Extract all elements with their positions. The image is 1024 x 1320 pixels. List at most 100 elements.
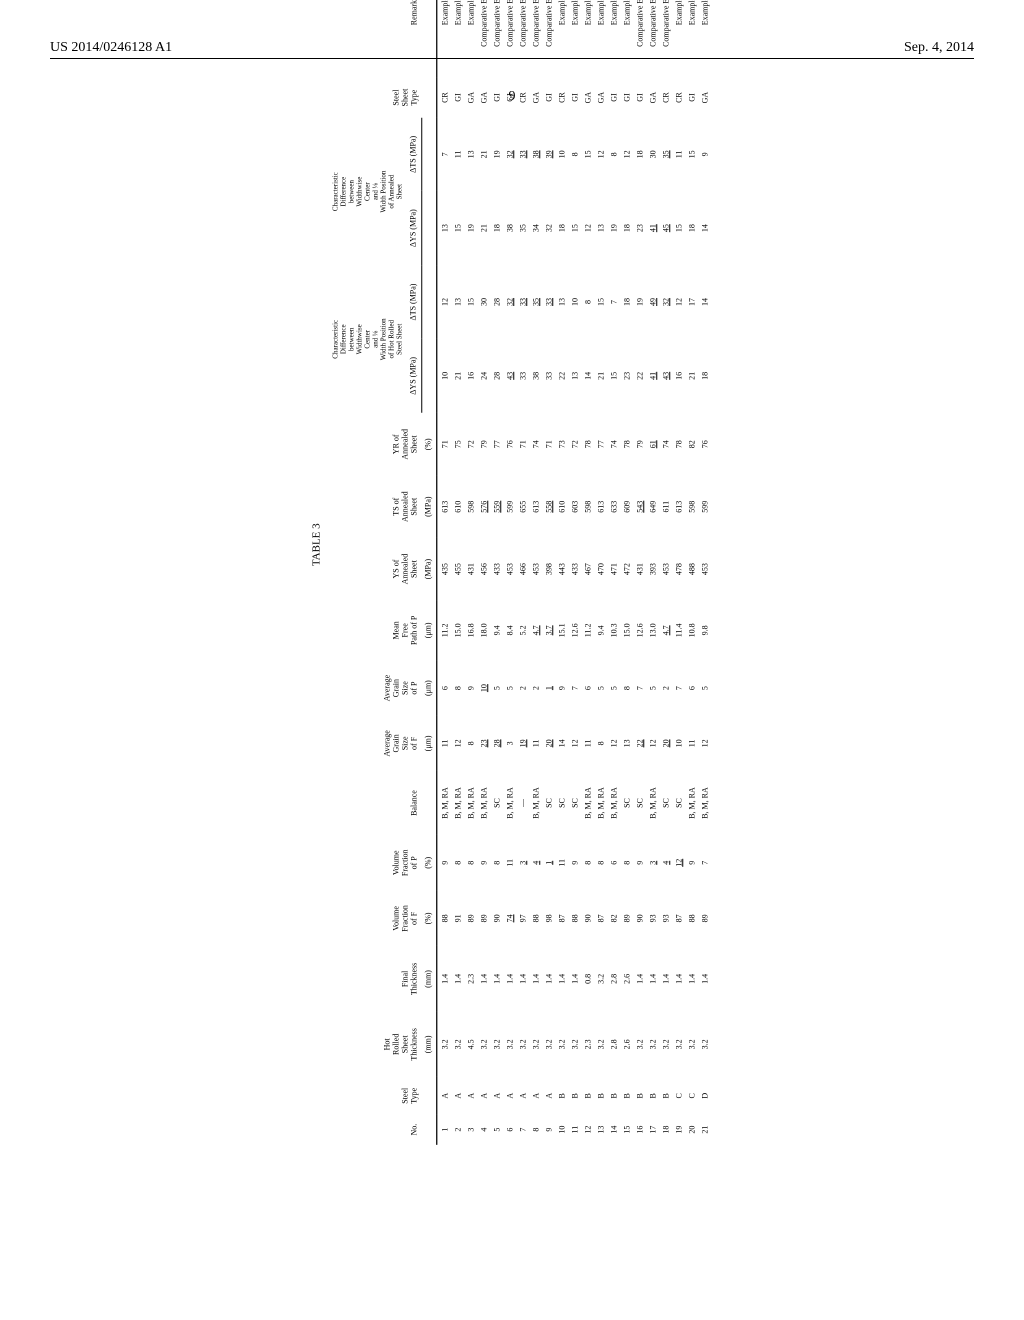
unit-pct1: (%)	[422, 891, 437, 947]
table-cell: 3.2	[476, 1012, 489, 1077]
table-cell: 3	[463, 1114, 476, 1144]
table-cell: 15.1	[554, 600, 567, 660]
table-cell: 2.8	[606, 946, 619, 1011]
table-cell: B, M, RA	[476, 771, 489, 835]
table-cell: 3.2	[632, 1012, 645, 1077]
table-cell: 8	[606, 118, 619, 191]
col-ys: YS ofAnnealedSheet	[330, 538, 422, 600]
table-cell: 10	[567, 265, 580, 338]
table-cell: 19	[606, 191, 619, 266]
table-cell: 12	[436, 265, 450, 338]
unit-mm1: (mm)	[422, 1012, 437, 1077]
table-cell: A	[502, 1077, 515, 1114]
table-cell: B	[606, 1077, 619, 1114]
table-row: 5A3.21.4908SC2859.44335597728281819GICom…	[489, 0, 502, 1145]
table-cell: Example	[567, 0, 580, 77]
table-cell: 8	[528, 1114, 541, 1144]
table-cell: 71	[515, 413, 528, 475]
table-cell: 6	[436, 660, 450, 715]
table-cell: 613	[528, 475, 541, 537]
col-steel: SteelType	[330, 1077, 422, 1114]
table-cell: A	[463, 1077, 476, 1114]
table-cell: 7	[632, 660, 645, 715]
table-cell: Example	[450, 0, 463, 77]
col-ts: TS ofAnnealedSheet	[330, 475, 422, 537]
table-cell: 12	[580, 191, 593, 266]
table-cell: 23	[632, 191, 645, 266]
table-cell: GI	[606, 77, 619, 117]
table-cell: 3.2	[450, 1012, 463, 1077]
table-row: 14B2.82.8826B, M, RA12510.34716337415719…	[606, 0, 619, 1145]
table-cell: 4	[476, 1114, 489, 1144]
table-cell: 13	[463, 118, 476, 191]
table-cell: B, M, RA	[436, 771, 450, 835]
table-cell: 603	[567, 475, 580, 537]
table-cell: B, M, RA	[450, 771, 463, 835]
col-yr: YR ofAnnealedSheet	[330, 413, 422, 475]
col-dts2: ΔTS (MPa)	[407, 118, 422, 191]
table-cell: CR	[436, 77, 450, 117]
table-cell: B	[632, 1077, 645, 1114]
table-cell: B	[580, 1077, 593, 1114]
table-cell: 6	[606, 835, 619, 891]
table-cell: 11	[567, 1114, 580, 1144]
table-cell: 71	[436, 413, 450, 475]
table-cell: 28	[489, 339, 502, 414]
table-cell: 12	[606, 716, 619, 771]
table-cell: 8	[619, 835, 632, 891]
table-cell: 4.7	[528, 600, 541, 660]
table-cell: Example	[580, 0, 593, 77]
table-cell: 3.2	[541, 1012, 554, 1077]
table-cell: 35	[658, 118, 671, 191]
table-cell: 20	[658, 716, 671, 771]
table-cell: 16	[671, 339, 684, 414]
table-cell: 2	[515, 660, 528, 715]
table-cell: B, M, RA	[684, 771, 697, 835]
table-cell: 2	[528, 660, 541, 715]
table-row: 9A3.21.4981SC2013.73985587133333239GICom…	[541, 0, 554, 1145]
col-final: FinalThickness	[330, 946, 422, 1011]
table-cell: Example	[606, 0, 619, 77]
unit-mm2: (mm)	[422, 946, 437, 1011]
table-cell: GI	[502, 77, 515, 117]
table-cell: 18	[697, 339, 710, 414]
table-cell: 453	[528, 538, 541, 600]
table-cell: A	[528, 1077, 541, 1114]
table-cell: 6	[580, 660, 593, 715]
doc-id: US 2014/0246128 A1	[50, 40, 172, 56]
table-cell: A	[515, 1077, 528, 1114]
table-cell: 2.3	[580, 1012, 593, 1077]
table-cell: 9	[632, 835, 645, 891]
table-cell: 38	[528, 118, 541, 191]
unit-mpa2: (MPa)	[422, 475, 437, 537]
table-cell: 488	[684, 538, 697, 600]
table-cell: 8	[567, 118, 580, 191]
table-cell: 87	[593, 891, 606, 947]
table-cell: 23	[619, 339, 632, 414]
table-cell: 15	[606, 339, 619, 414]
table-cell: 10	[554, 1114, 567, 1144]
table-cell: 76	[502, 413, 515, 475]
table-cell: 5	[645, 660, 658, 715]
table-cell: 13.0	[645, 600, 658, 660]
table-row: 12B2.30.8908B, M, RA11611.24675987814812…	[580, 0, 593, 1145]
table-cell: 16	[463, 339, 476, 414]
table-cell: 3.2	[658, 1012, 671, 1077]
table-cell: 14	[554, 716, 567, 771]
table-cell: Comparative Example	[541, 0, 554, 77]
col-ags-p: AverageGrainSizeof P	[330, 660, 422, 715]
table-cell: 88	[684, 891, 697, 947]
table-cell: 11	[450, 118, 463, 191]
table-cell: CR	[515, 77, 528, 117]
table-cell: 5	[697, 660, 710, 715]
table-cell: 28	[489, 716, 502, 771]
table-cell: 8	[580, 835, 593, 891]
col-vf-p: VolumeFractionof P	[330, 835, 422, 891]
table-cell: GI	[541, 77, 554, 117]
table-cell: A	[489, 1077, 502, 1114]
table-cell: 21	[476, 191, 489, 266]
table-cell: 471	[606, 538, 619, 600]
col-group1: CharacteristicDifferencebetweenWidthwise…	[330, 265, 407, 413]
table-cell: CR	[658, 77, 671, 117]
table-cell: 14	[606, 1114, 619, 1144]
